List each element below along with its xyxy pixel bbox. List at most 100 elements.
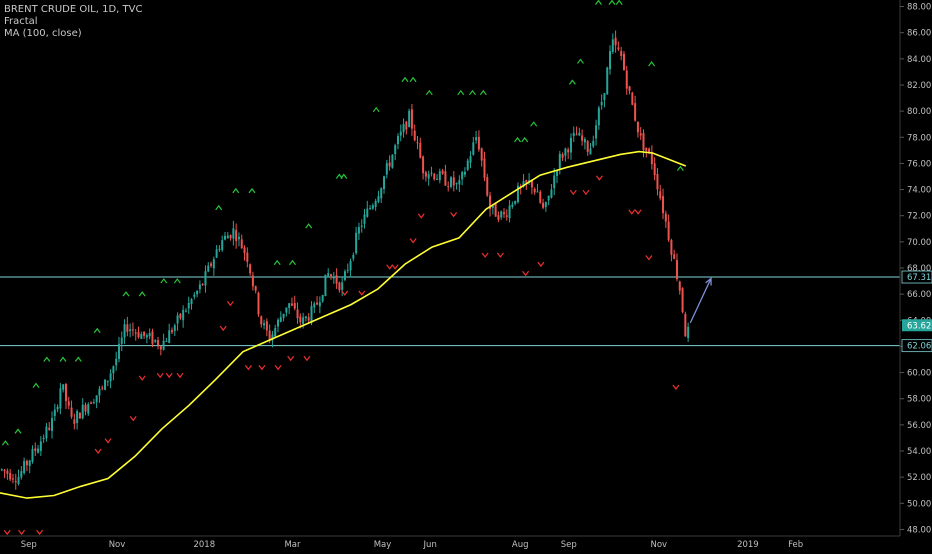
candle[interactable] (620, 46, 623, 61)
price-label-badge[interactable]: 62.06 (901, 339, 932, 353)
candle[interactable] (553, 168, 556, 196)
candle[interactable] (625, 65, 628, 95)
candle[interactable] (198, 280, 201, 294)
fractal-up-marker[interactable] (457, 89, 465, 96)
candle[interactable] (581, 129, 584, 146)
candle[interactable] (606, 66, 609, 95)
candle[interactable] (9, 468, 12, 482)
candle[interactable] (402, 118, 405, 138)
candle[interactable] (221, 235, 224, 252)
candle[interactable] (168, 323, 171, 344)
candle[interactable] (424, 170, 427, 182)
candle[interactable] (37, 445, 40, 454)
candle[interactable] (28, 459, 31, 474)
fractal-up-marker[interactable] (43, 356, 51, 362)
candle[interactable] (349, 258, 352, 278)
fractal-down-marker[interactable] (258, 364, 266, 371)
candle[interactable] (263, 319, 266, 330)
candle[interactable] (23, 457, 26, 475)
candle[interactable] (324, 274, 327, 297)
candle[interactable] (151, 328, 154, 348)
fractal-up-marker[interactable] (14, 428, 22, 434)
candle[interactable] (120, 331, 123, 352)
candle[interactable] (51, 411, 54, 439)
candle[interactable] (539, 189, 542, 204)
candle[interactable] (290, 297, 293, 307)
candle[interactable] (383, 175, 386, 194)
candle[interactable] (667, 214, 670, 242)
fractal-up-marker[interactable] (289, 259, 296, 266)
fractal-up-marker[interactable] (138, 291, 146, 297)
candle[interactable] (190, 298, 193, 310)
candle[interactable] (229, 234, 232, 241)
candle[interactable] (304, 315, 307, 322)
candle[interactable] (129, 323, 132, 338)
candle[interactable] (101, 385, 104, 391)
candle[interactable] (318, 296, 321, 314)
candle[interactable] (249, 263, 252, 276)
candle[interactable] (659, 185, 662, 201)
legend-symbol[interactable]: BRENT CRUDE OIL, 1D, TVC (4, 4, 143, 15)
candle[interactable] (240, 234, 243, 249)
candle[interactable] (486, 173, 489, 197)
candle[interactable] (243, 245, 246, 261)
candle[interactable] (583, 137, 586, 150)
fractal-up-marker[interactable] (469, 89, 476, 96)
candle[interactable] (469, 151, 472, 169)
candle[interactable] (76, 409, 79, 430)
fractal-up-marker[interactable] (401, 76, 409, 83)
candle[interactable] (212, 256, 215, 276)
candle[interactable] (533, 187, 536, 195)
candle[interactable] (62, 384, 65, 393)
candle[interactable] (140, 331, 143, 340)
candle[interactable] (42, 434, 45, 443)
candle[interactable] (578, 127, 581, 136)
candle[interactable] (444, 164, 447, 187)
candle[interactable] (503, 208, 505, 218)
fractal-down-marker[interactable] (165, 372, 173, 379)
candle[interactable] (346, 263, 349, 274)
candle[interactable] (603, 92, 606, 108)
candle[interactable] (569, 133, 572, 160)
fractal-up-marker[interactable] (32, 382, 40, 389)
candle[interactable] (246, 247, 249, 268)
candle[interactable] (388, 155, 391, 171)
candle[interactable] (215, 245, 218, 259)
fractal-up-marker[interactable] (74, 356, 82, 362)
fractal-up-marker[interactable] (340, 173, 348, 179)
fractal-up-marker[interactable] (595, 0, 602, 5)
candle[interactable] (597, 105, 600, 130)
fractal-down-marker[interactable] (569, 189, 577, 196)
candle[interactable] (6, 468, 9, 480)
candle[interactable] (131, 322, 134, 336)
fractal-up-marker[interactable] (305, 223, 313, 229)
candle[interactable] (458, 175, 461, 192)
candle[interactable] (20, 465, 23, 480)
candle[interactable] (360, 219, 363, 233)
fractal-down-marker[interactable] (409, 238, 417, 244)
fractal-up-marker[interactable] (577, 58, 584, 64)
candle[interactable] (193, 292, 196, 300)
candle[interactable] (600, 94, 603, 110)
fractal-down-marker[interactable] (595, 175, 603, 181)
fractal-down-marker[interactable] (274, 364, 282, 371)
candle[interactable] (575, 126, 578, 136)
candle[interactable] (410, 104, 413, 136)
candle[interactable] (634, 95, 637, 122)
candle[interactable] (67, 396, 70, 410)
fractal-down-marker[interactable] (481, 252, 489, 258)
candle[interactable] (505, 209, 508, 221)
candle[interactable] (137, 326, 140, 339)
candle[interactable] (369, 204, 372, 210)
fractal-up-marker[interactable] (232, 187, 240, 194)
candle[interactable] (396, 133, 399, 150)
candle[interactable] (279, 311, 282, 323)
candle[interactable] (17, 469, 20, 486)
candle[interactable] (39, 436, 42, 457)
candle[interactable] (500, 210, 503, 220)
candle[interactable] (25, 459, 28, 472)
fractal-down-marker[interactable] (129, 415, 137, 422)
candle[interactable] (204, 265, 207, 293)
candle[interactable] (257, 291, 260, 317)
fractal-down-marker[interactable] (3, 529, 11, 536)
